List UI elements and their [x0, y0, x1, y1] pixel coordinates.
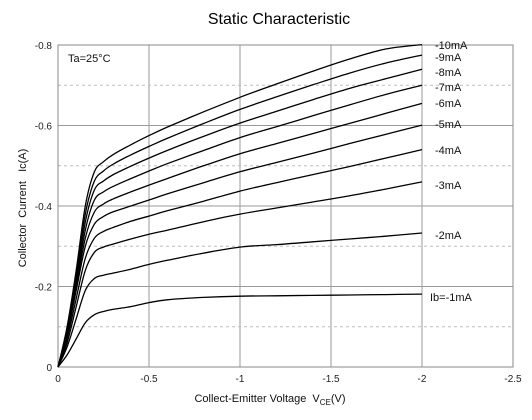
x-tick-label: -2.5: [504, 374, 522, 385]
x-axis-unit: (V): [331, 393, 346, 405]
y-axis-label: Collector Current Ic(A): [17, 149, 29, 268]
series-line: [57, 232, 423, 368]
x-tick-label: 0: [55, 374, 61, 385]
y-tick-label: 0: [46, 363, 52, 374]
chart-title: Static Characteristic: [208, 11, 350, 28]
series-line: [57, 43, 423, 368]
series-label: Ib=-1mA: [430, 292, 473, 304]
series-label: -8mA: [435, 67, 462, 79]
x-tick-label: -0.5: [140, 374, 158, 385]
tick-labels: 0 -0.5 -1 -1.5 -2 -2.5 0 -0.2 -0.4 -0.6 -0.8: [35, 41, 522, 385]
y-tick-label: -0.6: [35, 122, 53, 133]
x-axis-label-text: Collect-Emitter Voltage: [194, 393, 306, 405]
series-line: [57, 148, 423, 368]
x-axis-symbol: V: [312, 393, 320, 405]
series-label: -5mA: [435, 119, 462, 131]
x-tick-label: -2: [418, 374, 427, 385]
series-label: -4mA: [435, 145, 462, 157]
series-line: [57, 68, 423, 368]
series-label: -2mA: [435, 230, 462, 242]
series-label: -9mA: [435, 52, 462, 64]
series-line: [57, 181, 423, 368]
x-axis-subscript: CE: [320, 398, 331, 407]
series-line: [57, 84, 423, 368]
series-line: [57, 102, 423, 368]
x-tick-label: -1: [236, 374, 245, 385]
series-label: -10mA: [435, 40, 468, 52]
y-tick-label: -0.2: [35, 283, 53, 294]
series-lines: [57, 43, 423, 368]
series-label: -7mA: [435, 82, 462, 94]
series-line: [57, 293, 423, 368]
series-line: [57, 54, 423, 368]
series-label: -3mA: [435, 180, 462, 192]
series-line: [57, 124, 423, 368]
series-label: -6mA: [435, 98, 462, 110]
x-tick-label: -1.5: [322, 374, 340, 385]
y-tick-label: -0.4: [35, 202, 53, 213]
series-labels: Ib=-1mA -2mA -3mA -4mA -5mA -6mA -7mA -8mA -9mA-…: [430, 40, 473, 304]
temperature-annotation: Ta=25°C: [68, 53, 111, 65]
plot-frame: [57, 44, 514, 368]
x-axis-label: Collect-Emitter Voltage VCE(V): [194, 393, 345, 407]
y-tick-label: -0.8: [35, 41, 53, 52]
